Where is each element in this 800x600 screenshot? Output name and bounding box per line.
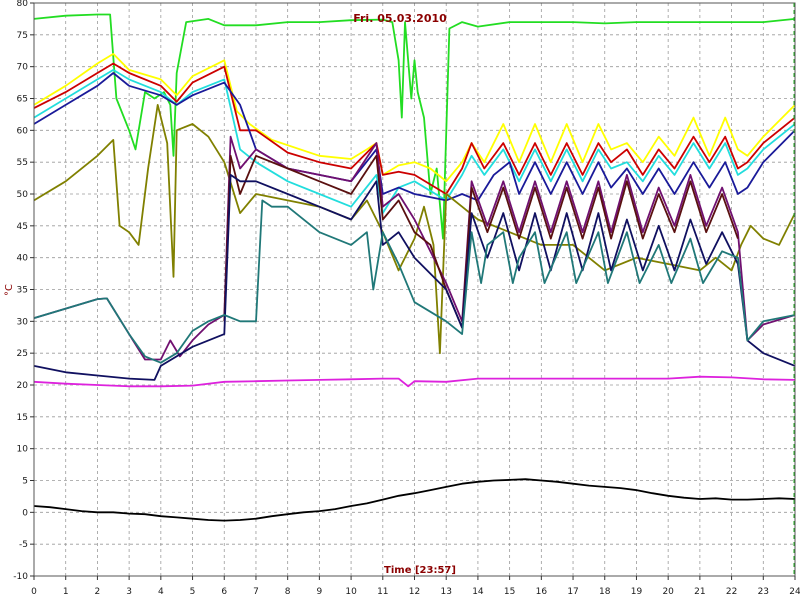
series-line-1: [33, 13, 796, 240]
y-tick-label: 70: [17, 63, 29, 73]
y-tick-label: 65: [17, 95, 28, 105]
y-tick-label: 20: [17, 381, 29, 391]
series-line-3: [33, 62, 796, 195]
series-line-12: [33, 478, 796, 522]
y-tick-label: -10: [13, 572, 28, 582]
y-tick-label: 25: [17, 349, 28, 359]
x-tick-label: 23: [758, 587, 769, 597]
grid-layer: [33, 2, 796, 577]
y-tick-label: 55: [17, 158, 28, 168]
y-tick-label: 10: [17, 445, 29, 455]
x-tick-label: 14: [472, 587, 484, 597]
x-tick-label: 19: [631, 587, 643, 597]
x-tick-label: 22: [726, 587, 737, 597]
x-tick-label: 6: [221, 587, 227, 597]
y-tick-label: 35: [17, 286, 28, 296]
x-tick-label: 21: [694, 587, 705, 597]
x-tick-label: 13: [440, 587, 451, 597]
series-line-2: [33, 53, 796, 183]
y-tick-label: -5: [19, 540, 28, 550]
x-tick-label: 1: [63, 587, 69, 597]
x-tick-label: 5: [190, 587, 196, 597]
series-line-6: [33, 104, 796, 355]
x-tick-label: 7: [253, 587, 259, 597]
x-axis-label: Time [23:57]: [384, 565, 456, 576]
x-tick-label: 17: [567, 587, 578, 597]
y-tick-label: 60: [17, 126, 29, 136]
series-line-10: [33, 199, 796, 364]
x-tick-label: 24: [789, 587, 800, 597]
y-tick-label: 50: [17, 190, 29, 200]
y-tick-label: 30: [17, 317, 29, 327]
x-tick-label: 10: [345, 587, 357, 597]
x-tick-label: 18: [599, 587, 611, 597]
x-tick-label: 4: [158, 587, 164, 597]
x-tick-label: 12: [409, 587, 420, 597]
series-line-9: [33, 174, 796, 381]
chart-title: Fri. 05.03.2010: [353, 12, 447, 25]
series-layer: [33, 13, 796, 522]
series-line-4: [33, 69, 796, 214]
x-tick-label: 11: [377, 587, 388, 597]
y-tick-label: 5: [22, 477, 28, 487]
y-tick-label: 0: [22, 508, 28, 518]
x-tick-label: 3: [126, 587, 132, 597]
y-tick-label: 80: [17, 0, 29, 9]
x-tick-label: 16: [536, 587, 548, 597]
x-tick-label: 15: [504, 587, 515, 597]
x-tick-label: 9: [317, 587, 323, 597]
y-tick-label: 75: [17, 31, 28, 41]
x-tick-label: 20: [662, 587, 674, 597]
series-line-7: [33, 135, 796, 361]
x-tick-label: 2: [95, 587, 101, 597]
y-tick-label: 15: [17, 413, 28, 423]
y-tick-label: 45: [17, 222, 28, 232]
axis-layer: 0 1 2 3 4 5 6 7 8 9 10 11 12 13 14 15 16 17 18 19 20 21 22 23 24…: [13, 0, 800, 597]
x-tick-label: 0: [31, 587, 37, 597]
y-tick-label: 40: [17, 254, 29, 264]
series-line-8: [223, 154, 739, 329]
series-line-11: [33, 375, 796, 388]
x-tick-label: 8: [285, 587, 291, 597]
y-axis-label: °C: [4, 284, 15, 296]
